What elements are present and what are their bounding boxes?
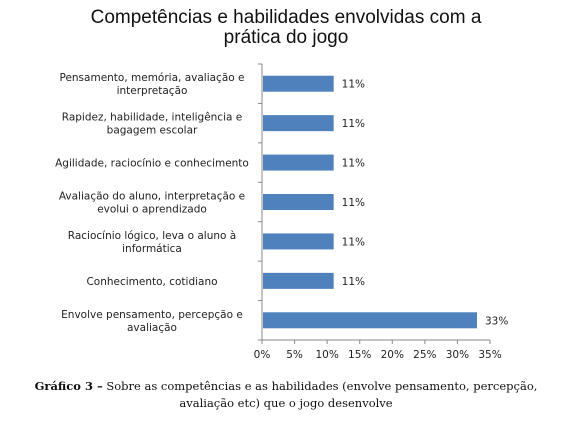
bar [263, 115, 334, 132]
x-tick-label: 35% [478, 349, 501, 361]
category-label: Rapidez, habilidade, inteligência e bagag… [62, 112, 242, 137]
bar [263, 194, 334, 210]
bar [263, 312, 477, 329]
data-label: 11% [342, 276, 365, 288]
figure-caption: Gráfico 3 – Sobre as competências e as h… [0, 378, 572, 412]
data-label: 11% [342, 79, 365, 91]
x-tick-label: 5% [286, 349, 303, 361]
data-label: 11% [342, 118, 365, 130]
bar [263, 272, 334, 289]
x-tick-label: 15% [348, 349, 371, 361]
category-label: Pensamento, memória, avaliação e interpre… [59, 72, 244, 97]
chart-title-line-1: Competências e habilidades envolvidas co… [90, 7, 482, 28]
caption-text: Sobre as competências e as habilidades (… [106, 379, 538, 393]
data-label: 11% [342, 236, 365, 248]
x-tick-label: 20% [381, 349, 404, 361]
category-label: Raciocínio lógico, leva o aluno à informá… [68, 230, 236, 255]
category-label: Envolve pensamento, percepção e avaliação [61, 309, 243, 334]
x-tick-label: 0% [254, 349, 271, 361]
bar [263, 233, 334, 250]
caption-text-line-2: avaliação etc) que o jogo desenvolve [179, 396, 393, 410]
bar [263, 154, 334, 171]
data-label: 33% [485, 315, 508, 327]
x-tick-label: 30% [446, 349, 469, 361]
chart-title-line-2: prática do jogo [223, 27, 349, 48]
category-label: Avaliação do aluno, interpretação e evolu… [59, 191, 245, 216]
data-label: 11% [342, 158, 365, 170]
category-label: Conhecimento, cotidiano [86, 276, 217, 288]
chart-title: Competências e habilidades envolvidas co… [0, 8, 572, 48]
x-tick-label: 10% [315, 349, 338, 361]
category-label: Agilidade, raciocínio e conhecimento [55, 158, 249, 170]
data-label: 11% [342, 197, 365, 209]
x-tick-label: 25% [413, 349, 436, 361]
caption-label: Gráfico 3 – [34, 379, 103, 393]
bar [263, 75, 334, 92]
